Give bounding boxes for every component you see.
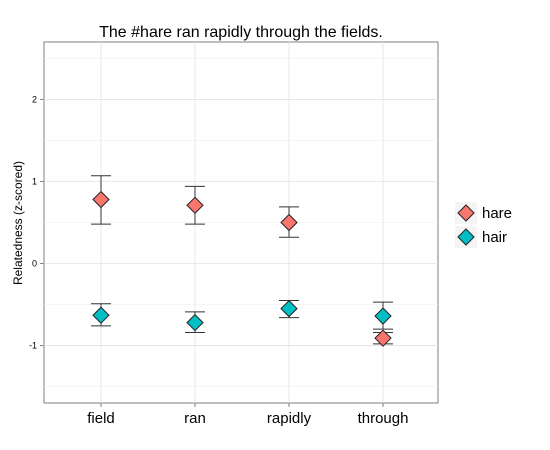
x-tick-label: field <box>87 410 115 427</box>
y-tick-label: 0 <box>32 259 37 269</box>
x-axis-ticks: field ran rapidly through <box>87 403 408 427</box>
y-tick-label: -1 <box>29 341 37 351</box>
x-tick-label: through <box>358 410 409 427</box>
legend-marker-hair <box>457 228 475 246</box>
point-hare-through <box>374 329 392 347</box>
point-hare-field <box>92 190 110 209</box>
y-tick-label: 2 <box>32 94 37 104</box>
point-hair-rapidly <box>280 299 298 318</box>
y-axis-ticks: -1 0 1 2 <box>29 94 44 351</box>
legend: hare hair <box>455 202 512 248</box>
point-hare-rapidly <box>280 213 298 232</box>
y-tick-label: 1 <box>32 176 37 186</box>
data-points <box>92 190 392 347</box>
point-hair-through <box>374 307 392 325</box>
legend-marker-hare <box>457 204 475 222</box>
chart-title: The #hare ran rapidly through the fields… <box>99 24 383 41</box>
point-hair-ran <box>186 313 204 332</box>
legend-label-hare: hare <box>482 205 512 222</box>
y-axis-label: Relatedness (z-scored) <box>11 161 25 285</box>
legend-label-hair: hair <box>482 229 507 246</box>
x-tick-label: ran <box>184 410 206 427</box>
point-hair-field <box>92 306 110 324</box>
x-tick-label: rapidly <box>267 410 312 427</box>
point-hare-ran <box>186 196 204 214</box>
